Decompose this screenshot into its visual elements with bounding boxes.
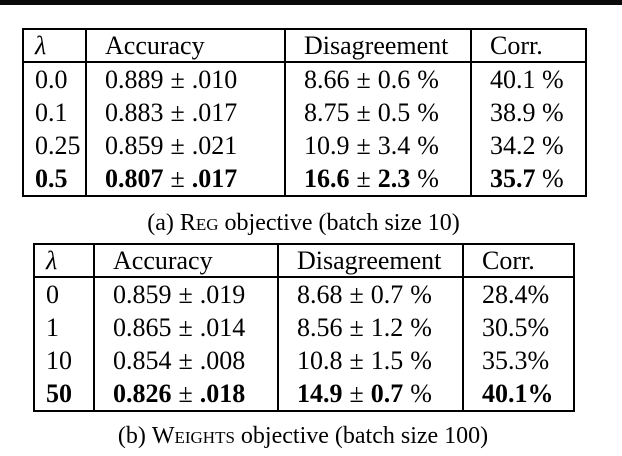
percent-sign: % bbox=[527, 345, 550, 375]
table-row: 0 0.859 ± .019 8.68 ±0.7% 28.4% bbox=[34, 277, 574, 311]
smallcaps-objective-name: Reg bbox=[179, 210, 219, 236]
table-row: 0.0 0.889 ± .010 8.66 ±0.6% 40.1 % bbox=[23, 62, 586, 96]
plus-minus-symbol: ± bbox=[170, 163, 185, 193]
cell-accuracy: 0.859 ± .019 bbox=[93, 277, 278, 311]
cell-corr: 35.3% bbox=[462, 344, 574, 377]
table-a-header-disagreement: Disagreement bbox=[284, 29, 471, 63]
table-b-header-lambda: λ bbox=[34, 244, 94, 278]
cell-disagreement: 16.6 ±2.3% bbox=[284, 162, 471, 196]
plus-minus-symbol: ± bbox=[178, 345, 193, 375]
plus-minus-symbol: ± bbox=[356, 97, 371, 127]
percent-sign: % bbox=[410, 312, 432, 342]
cell-disagreement: 8.68 ±0.7% bbox=[277, 277, 463, 311]
cell-accuracy: 0.859 ± .021 bbox=[85, 129, 285, 162]
plus-minus-symbol: ± bbox=[349, 378, 364, 408]
plus-minus-symbol: ± bbox=[356, 163, 371, 193]
cell-disagreement: 8.56 ±1.2% bbox=[277, 311, 463, 344]
plus-minus-symbol: ± bbox=[170, 64, 185, 94]
cell-disagreement: 14.9 ±0.7% bbox=[277, 377, 463, 411]
percent-sign: % bbox=[535, 64, 564, 94]
table-a-header-row: λ Accuracy Disagreement Corr. bbox=[23, 29, 586, 63]
table-row: 1 0.865 ± .014 8.56 ±1.2% 30.5% bbox=[34, 311, 574, 344]
cell-accuracy: 0.854 ± .008 bbox=[93, 344, 278, 377]
cell-disagreement: 8.66 ±0.6% bbox=[284, 62, 471, 96]
percent-sign: % bbox=[535, 130, 564, 160]
cell-accuracy: 0.865 ± .014 bbox=[93, 311, 278, 344]
cell-lambda: 0.1 bbox=[35, 97, 68, 127]
plus-minus-symbol: ± bbox=[349, 312, 364, 342]
plus-minus-symbol: ± bbox=[178, 279, 193, 309]
cell-accuracy: 0.826 ± .018 bbox=[93, 377, 278, 411]
cell-lambda: 0.5 bbox=[35, 163, 68, 193]
cell-lambda: 1 bbox=[46, 312, 59, 342]
table-b-header-corr: Corr. bbox=[462, 244, 574, 278]
percent-sign: % bbox=[535, 97, 564, 127]
cell-accuracy: 0.807 ± .017 bbox=[85, 162, 285, 196]
smallcaps-objective-name: Weights bbox=[151, 423, 235, 449]
percent-sign: % bbox=[417, 163, 439, 193]
cell-corr: 35.7 % bbox=[470, 162, 586, 196]
table-a-header-corr: Corr. bbox=[470, 29, 586, 63]
percent-sign: % bbox=[417, 130, 439, 160]
cell-accuracy: 0.883 ± .017 bbox=[85, 96, 285, 129]
subcaption-b: (b) Weights objective (batch size 100) bbox=[117, 423, 489, 449]
table-row: 10 0.854 ± .008 10.8 ±1.5% 35.3% bbox=[34, 344, 574, 377]
percent-sign: % bbox=[535, 163, 564, 193]
percent-sign: % bbox=[417, 64, 439, 94]
percent-sign: % bbox=[410, 279, 432, 309]
plus-minus-symbol: ± bbox=[356, 130, 371, 160]
table-row-highlighted: 50 0.826 ± .018 14.9 ±0.7% 40.1% bbox=[34, 377, 574, 411]
cell-lambda: 10 bbox=[46, 345, 72, 375]
percent-sign: % bbox=[410, 345, 432, 375]
table-a-header-lambda: λ bbox=[23, 29, 86, 63]
percent-sign: % bbox=[527, 279, 550, 309]
cell-corr: 40.1 % bbox=[470, 62, 586, 96]
cell-lambda: 50 bbox=[46, 378, 72, 408]
percent-sign: % bbox=[417, 97, 439, 127]
plus-minus-symbol: ± bbox=[349, 279, 364, 309]
plus-minus-symbol: ± bbox=[356, 64, 371, 94]
cell-corr: 38.9 % bbox=[470, 96, 586, 129]
cell-corr: 40.1% bbox=[462, 377, 574, 411]
table-row: 0.1 0.883 ± .017 8.75 ±0.5% 38.9 % bbox=[23, 96, 586, 129]
plus-minus-symbol: ± bbox=[178, 378, 193, 408]
table-a-header-accuracy: Accuracy bbox=[85, 29, 285, 63]
plus-minus-symbol: ± bbox=[178, 312, 193, 342]
table-b-header-row: λ Accuracy Disagreement Corr. bbox=[34, 244, 574, 278]
plus-minus-symbol: ± bbox=[170, 97, 185, 127]
table-weights-objective: λ Accuracy Disagreement Corr. 0 0.859 ± .0… bbox=[33, 243, 575, 412]
table-b-header-accuracy: Accuracy bbox=[93, 244, 278, 278]
lambda-symbol: λ bbox=[35, 30, 47, 60]
cell-disagreement: 8.75 ±0.5% bbox=[284, 96, 471, 129]
plus-minus-symbol: ± bbox=[349, 345, 364, 375]
lambda-symbol: λ bbox=[46, 245, 58, 275]
table-b-header-disagreement: Disagreement bbox=[277, 244, 463, 278]
page-top-rule bbox=[0, 0, 622, 5]
plus-minus-symbol: ± bbox=[170, 130, 185, 160]
cell-lambda: 0.25 bbox=[35, 130, 81, 160]
cell-lambda: 0.0 bbox=[35, 64, 68, 94]
cell-corr: 30.5% bbox=[462, 311, 574, 344]
percent-sign: % bbox=[527, 312, 550, 342]
subcaption-a: (a) Reg objective (batch size 10) bbox=[147, 210, 460, 236]
table-reg-objective: λ Accuracy Disagreement Corr. 0.0 0.889 ±… bbox=[22, 28, 587, 197]
cell-corr: 34.2 % bbox=[470, 129, 586, 162]
cell-disagreement: 10.8 ±1.5% bbox=[277, 344, 463, 377]
cell-corr: 28.4% bbox=[462, 277, 574, 311]
cell-accuracy: 0.889 ± .010 bbox=[85, 62, 285, 96]
cell-disagreement: 10.9 ±3.4% bbox=[284, 129, 471, 162]
cell-lambda: 0 bbox=[46, 279, 59, 309]
percent-sign: % bbox=[410, 378, 432, 408]
table-row-highlighted: 0.5 0.807 ± .017 16.6 ±2.3% 35.7 % bbox=[23, 162, 586, 196]
table-row: 0.25 0.859 ± .021 10.9 ±3.4% 34.2 % bbox=[23, 129, 586, 162]
percent-sign: % bbox=[527, 378, 554, 408]
